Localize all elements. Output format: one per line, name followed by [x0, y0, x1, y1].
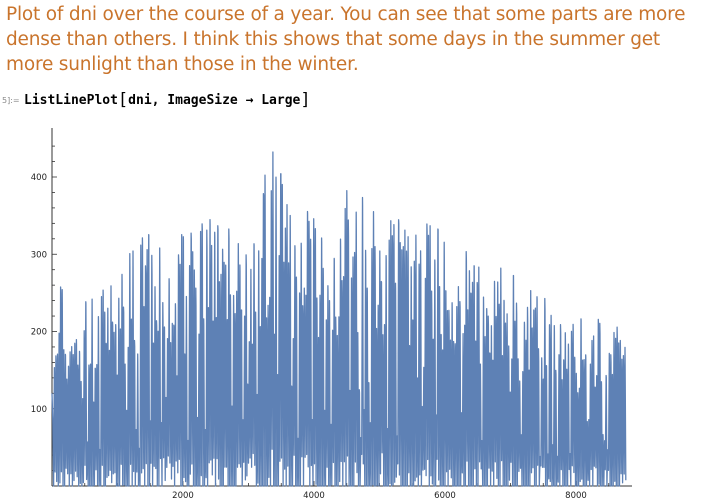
- open-bracket: [: [117, 90, 129, 110]
- option-value: Large: [261, 93, 301, 108]
- x-tick-label: 8000: [565, 491, 587, 501]
- rule-arrow: →: [245, 93, 254, 108]
- text-cell: Plot of dni over the course of a year. Y…: [6, 4, 686, 75]
- dni-line: [51, 151, 627, 487]
- y-tick-label: 200: [31, 328, 47, 338]
- close-bracket: ]: [300, 90, 311, 110]
- x-tick-label: 2000: [172, 491, 194, 501]
- y-tick-label: 400: [31, 173, 47, 183]
- input-cell[interactable]: 5]:= ListLinePlot[dni, ImageSize → Large…: [0, 89, 311, 111]
- tick-labels: 2000 4000 6000 8000 100 200 300 400: [31, 173, 587, 501]
- input-code[interactable]: ListLinePlot[dni, ImageSize → Large]: [24, 90, 311, 110]
- function-name: ListLinePlot: [24, 93, 118, 108]
- dni-series: [51, 151, 627, 487]
- input-label: 5]:=: [2, 95, 20, 105]
- x-tick-label: 6000: [434, 491, 456, 501]
- function-args: dni, ImageSize: [128, 93, 238, 108]
- y-tick-label: 100: [31, 405, 47, 415]
- x-tick-label: 4000: [303, 491, 325, 501]
- y-tick-label: 300: [31, 250, 47, 260]
